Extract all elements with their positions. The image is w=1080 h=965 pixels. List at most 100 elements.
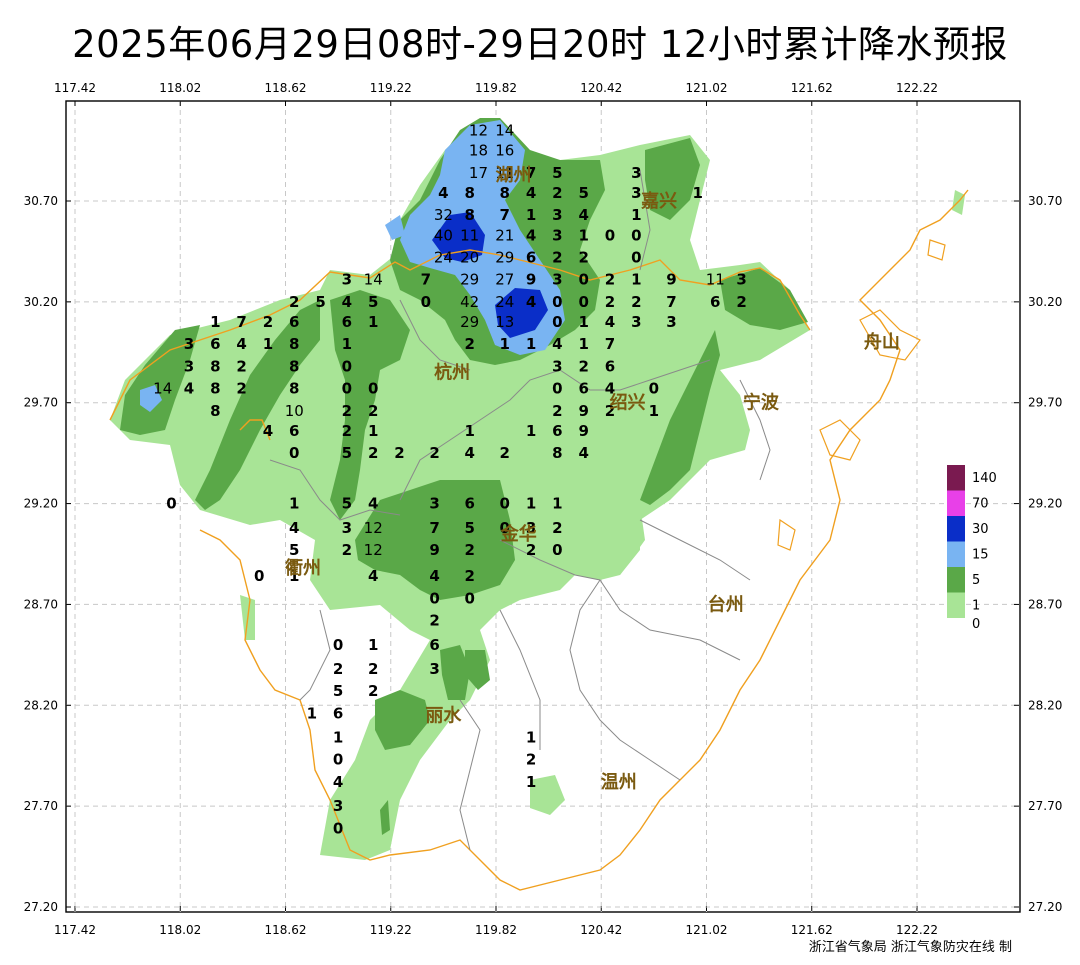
- y-tick-right: 28.20: [1028, 698, 1062, 712]
- station-value: 27: [495, 271, 514, 289]
- station-value: 2: [605, 293, 615, 311]
- station-value: 5: [342, 495, 352, 513]
- station-value: 0: [333, 751, 343, 769]
- station-value: 4: [552, 335, 562, 353]
- station-value: 7: [605, 335, 615, 353]
- station-value: 4: [333, 773, 343, 791]
- legend-label: 15: [972, 548, 989, 563]
- city-label: 金华: [500, 523, 537, 545]
- station-value: 4: [184, 380, 194, 398]
- station-value: 0: [421, 293, 431, 311]
- station-value: 0: [254, 567, 264, 585]
- station-value: 0: [464, 589, 474, 607]
- station-value: 3: [552, 206, 562, 224]
- x-tick-bottom: 119.82: [475, 923, 517, 937]
- station-value: 0: [342, 380, 352, 398]
- station-value: 4: [368, 567, 378, 585]
- station-value: 5: [578, 184, 588, 202]
- station-value: 12: [364, 519, 383, 537]
- station-value: 6: [429, 636, 439, 654]
- station-value: 2: [342, 541, 352, 559]
- station-value: 1: [526, 729, 536, 747]
- station-value: 6: [552, 422, 562, 440]
- y-tick-right: 27.20: [1028, 900, 1062, 914]
- station-value: 4: [526, 184, 536, 202]
- station-value: 1: [578, 313, 588, 331]
- station-value: 3: [526, 519, 536, 537]
- station-value: 4: [605, 380, 615, 398]
- station-value: 7: [666, 293, 676, 311]
- legend-label: 70: [972, 497, 989, 512]
- station-value: 1: [368, 313, 378, 331]
- x-tick-top: 118.62: [265, 81, 307, 95]
- station-value: 6: [289, 313, 299, 331]
- station-value: 1: [693, 184, 703, 202]
- station-value: 8: [210, 402, 220, 420]
- city-label: 舟山: [864, 331, 900, 353]
- station-value: 8: [500, 184, 510, 202]
- station-value: 2: [236, 357, 246, 375]
- y-tick-left: 29.20: [24, 497, 58, 511]
- station-value: 2: [464, 567, 474, 585]
- station-value: 12: [364, 541, 383, 559]
- y-tick-left: 27.20: [24, 900, 58, 914]
- station-value: 5: [552, 164, 562, 182]
- station-value: 1: [289, 567, 299, 585]
- station-value: 1: [526, 773, 536, 791]
- station-value: 2: [500, 444, 510, 462]
- city-label: 杭州: [434, 361, 470, 383]
- station-value: 2: [631, 293, 641, 311]
- city-label: 绍兴: [610, 392, 646, 414]
- station-value: 10: [285, 402, 304, 420]
- station-value: 24: [434, 248, 453, 266]
- station-value: 6: [710, 293, 720, 311]
- station-value: 2: [429, 444, 439, 462]
- station-value: 17: [469, 164, 488, 182]
- station-value: 3: [631, 164, 641, 182]
- station-value: 3: [429, 660, 439, 678]
- station-value: 2: [464, 541, 474, 559]
- legend-label: 140: [972, 471, 997, 486]
- station-value: 8: [289, 335, 299, 353]
- x-tick-top: 117.42: [54, 81, 96, 95]
- station-value: 2: [368, 402, 378, 420]
- y-tick-left: 28.20: [24, 698, 58, 712]
- station-value: 1: [578, 335, 588, 353]
- station-value: 5: [368, 293, 378, 311]
- station-value: 7: [500, 206, 510, 224]
- station-value: 4: [342, 293, 352, 311]
- legend-label: 1: [972, 599, 980, 614]
- x-tick-labels-bottom: 117.42 118.02 118.62 119.22 119.82 120.42 121.…: [54, 923, 938, 937]
- station-value: 6: [289, 422, 299, 440]
- station-value: 4: [368, 495, 378, 513]
- station-value: 1: [210, 313, 220, 331]
- y-tick-left: 27.70: [24, 799, 58, 813]
- station-value: 4: [464, 444, 474, 462]
- station-value: 0: [342, 357, 352, 375]
- station-value: 7: [236, 313, 246, 331]
- station-value: 3: [631, 313, 641, 331]
- station-value: 14: [364, 271, 383, 289]
- legend-swatch: [947, 465, 965, 491]
- y-tick-right: 29.70: [1028, 396, 1062, 410]
- legend-label: 5: [972, 573, 980, 588]
- station-value: 0: [333, 819, 343, 837]
- x-tick-bottom: 121.02: [686, 923, 728, 937]
- x-tick-top: 118.02: [159, 81, 201, 95]
- y-tick-right: 30.20: [1028, 295, 1062, 309]
- station-value: 0: [289, 444, 299, 462]
- x-tick-bottom: 118.02: [159, 923, 201, 937]
- x-tick-bottom: 121.62: [791, 923, 833, 937]
- city-label: 台州: [708, 593, 744, 615]
- station-value: 3: [631, 184, 641, 202]
- city-label: 丽水: [425, 704, 462, 726]
- city-label: 宁波: [743, 392, 780, 414]
- station-value: 3: [552, 226, 562, 244]
- station-value: 1: [500, 335, 510, 353]
- rain-zone-30mm: [432, 212, 548, 338]
- station-value: 0: [605, 226, 615, 244]
- station-value: 4: [526, 293, 536, 311]
- legend-swatch: [947, 567, 965, 593]
- x-tick-bottom: 122.22: [896, 923, 938, 937]
- credit-text: 浙江省气象局 浙江气象防灾在线 制: [808, 940, 1012, 955]
